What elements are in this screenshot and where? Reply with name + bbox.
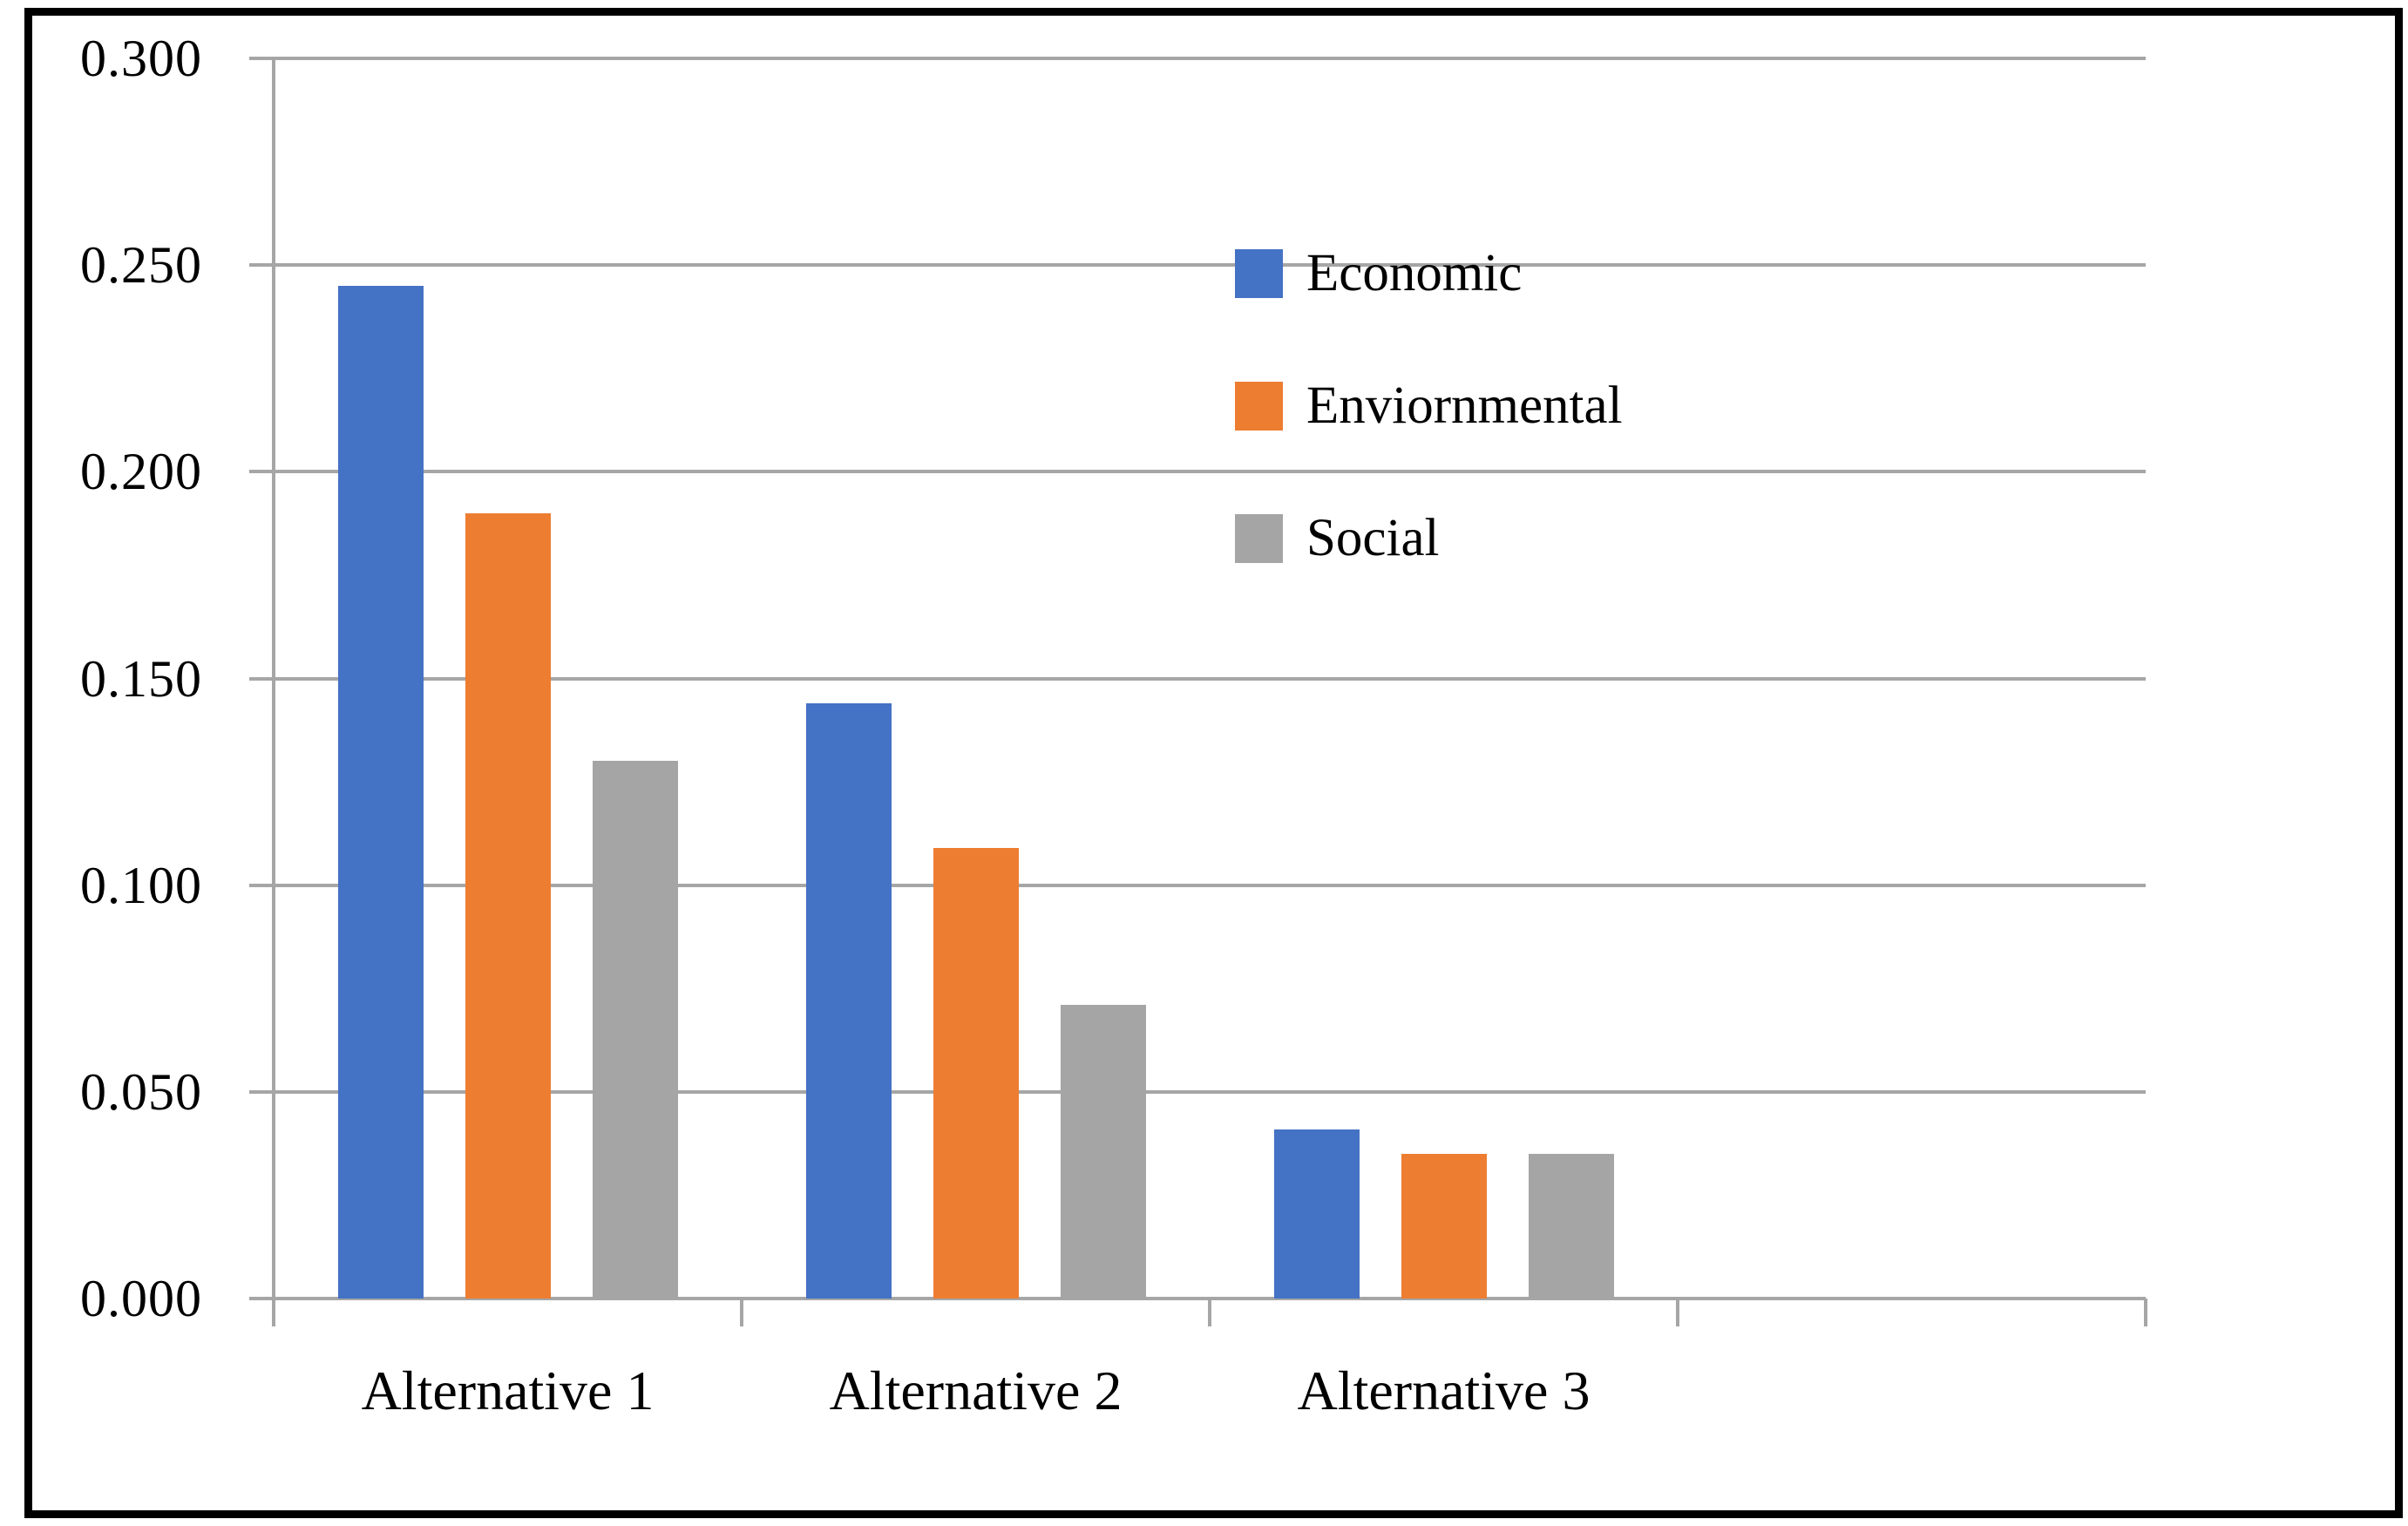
bar-economic-alternative-2: [805, 702, 892, 1299]
y-axis-line: [272, 58, 275, 1326]
x-category-label: Alternative 1: [361, 1360, 655, 1421]
bar-social-alternative-2: [1060, 1005, 1146, 1299]
y-tick-label: 0.300: [80, 30, 202, 87]
legend-marker-social: [1235, 514, 1283, 563]
x-category-label: Alternative 2: [829, 1360, 1123, 1421]
bar-social-alternative-1: [592, 761, 678, 1299]
gridline: [249, 470, 2146, 474]
gridline: [249, 676, 2146, 681]
x-axis-tick: [740, 1299, 743, 1326]
y-tick-label: 0.150: [80, 649, 202, 708]
bar-enviornmental-alternative-1: [465, 512, 551, 1299]
figure-border: [24, 8, 2403, 1518]
gridline: [249, 883, 2146, 887]
x-axis-tick: [1208, 1299, 1211, 1326]
y-tick-label: 0.100: [80, 856, 202, 914]
y-tick-label: 0.200: [80, 443, 202, 501]
legend-marker-economic: [1235, 249, 1283, 298]
x-axis-tick: [2144, 1299, 2147, 1326]
gridline: [249, 263, 2146, 268]
bar-enviornmental-alternative-3: [1401, 1153, 1487, 1299]
y-tick-label: 0.000: [80, 1270, 202, 1327]
bar-economic-alternative-3: [1273, 1129, 1360, 1299]
x-axis-line: [249, 1297, 2146, 1300]
legend-label: Economic: [1306, 244, 1523, 302]
bar-enviornmental-alternative-2: [933, 847, 1019, 1299]
bar-social-alternative-3: [1528, 1153, 1614, 1299]
gridline: [249, 57, 2146, 60]
x-category-label: Alternative 3: [1297, 1360, 1591, 1421]
legend-label: Social: [1306, 509, 1440, 567]
x-axis-tick: [1676, 1299, 1679, 1326]
gridline: [249, 1089, 2146, 1094]
legend-label: Enviornmental: [1306, 376, 1623, 435]
legend-marker-enviornmental: [1235, 382, 1283, 431]
bar-economic-alternative-1: [337, 285, 424, 1299]
y-tick-label: 0.250: [80, 236, 202, 295]
y-tick-label: 0.050: [80, 1062, 202, 1121]
